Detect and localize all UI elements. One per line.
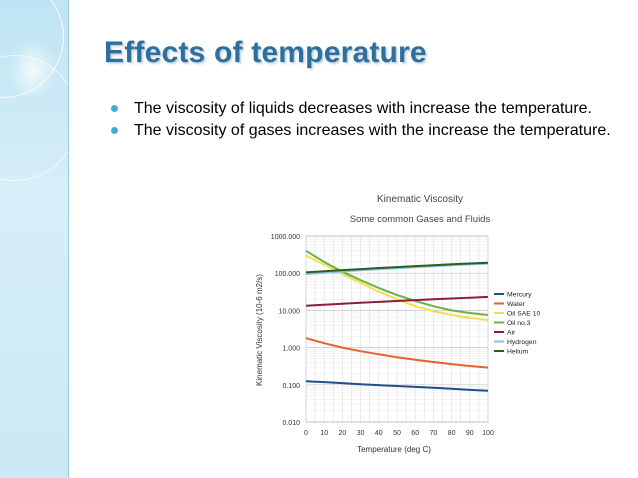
legend-label: Oil SAE 10: [507, 311, 540, 318]
bullet-list: The viscosity of liquids decreases with …: [108, 100, 616, 144]
bullet-text: The viscosity of liquids decreases with …: [134, 100, 592, 117]
series-line-oil-no-3: [305, 249, 489, 316]
series-line-air: [305, 295, 489, 307]
decorative-shine: [8, 40, 58, 100]
legend-label: Mercury: [507, 292, 532, 299]
legend-label: Oil no.3: [507, 320, 531, 327]
x-tick-label: 0: [304, 430, 308, 437]
x-tick-label: 100: [482, 430, 494, 437]
x-tick-label: 50: [393, 430, 401, 437]
x-tick-label: 70: [430, 430, 438, 437]
x-tick-label: 20: [339, 430, 347, 437]
legend-label: Helium: [507, 349, 528, 356]
x-tick-label: 30: [357, 430, 365, 437]
legend-label: Hydrogen: [507, 339, 537, 346]
x-tick-label: 60: [411, 430, 419, 437]
legend-label: Water: [507, 301, 526, 308]
chart-title: Kinematic Viscosity: [377, 194, 463, 205]
x-axis-label: Temperature (deg C): [357, 445, 431, 454]
series-line-helium: [305, 261, 489, 274]
x-tick-label: 40: [375, 430, 383, 437]
y-tick-label: 0.010: [282, 420, 300, 427]
y-axis-label: Kinematic Viscosity (10-6 m2/s): [255, 274, 264, 386]
series-line-mercury: [305, 380, 489, 392]
chart-subtitle: Some common Gases and Fluids: [350, 214, 491, 225]
bullet-dot-icon: [111, 127, 118, 134]
y-tick-label: 100.000: [275, 271, 300, 278]
y-tick-label: 10.000: [279, 308, 301, 315]
y-tick-label: 1000.000: [271, 234, 300, 241]
viscosity-chart: Kinematic Viscosity Some common Gases an…: [248, 190, 568, 465]
decorative-side-band: [0, 0, 69, 478]
bullet-text: The viscosity of gases increases with th…: [134, 122, 611, 139]
slide-title: Effects of temperature: [104, 36, 427, 69]
bullet-item: The viscosity of gases increases with th…: [108, 122, 616, 140]
x-tick-label: 10: [320, 430, 328, 437]
legend-label: Air: [507, 330, 516, 337]
x-tick-label: 80: [448, 430, 456, 437]
y-tick-label: 0.100: [282, 383, 300, 390]
bullet-dot-icon: [111, 105, 118, 112]
y-tick-label: 1.000: [282, 346, 300, 353]
chart-svg: Kinematic Viscosity Some common Gases an…: [255, 194, 540, 454]
bullet-item: The viscosity of liquids decreases with …: [108, 100, 616, 118]
series-line-water: [305, 337, 489, 369]
x-tick-label: 90: [466, 430, 474, 437]
